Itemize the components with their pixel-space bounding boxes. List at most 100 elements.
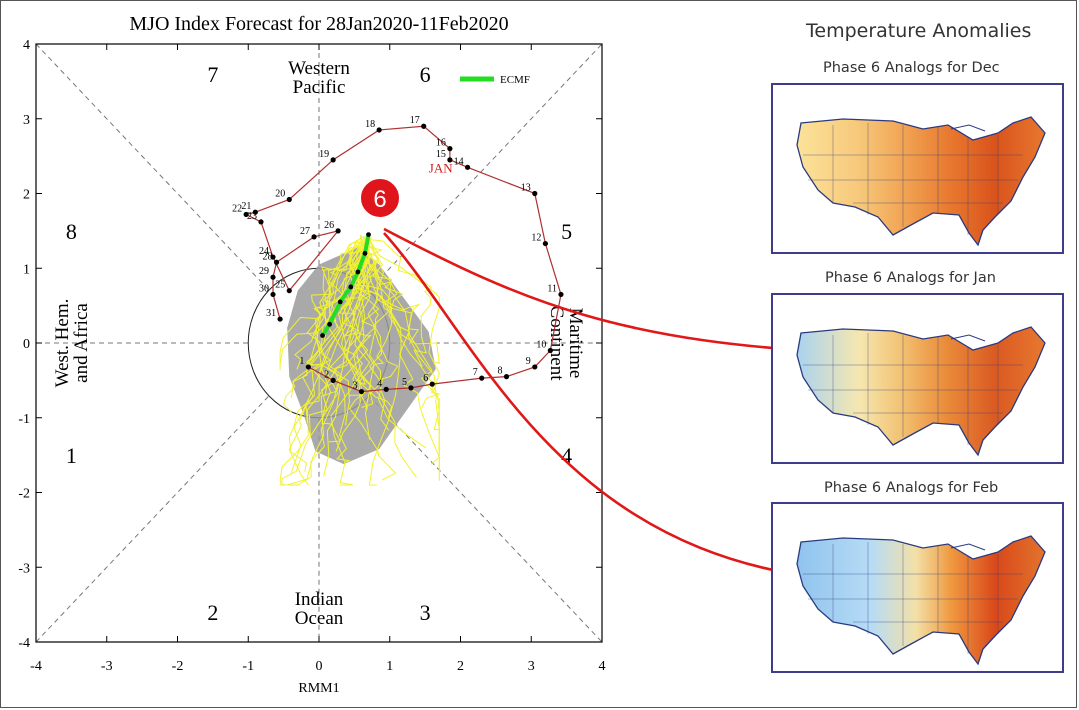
y-tick-label: 4 xyxy=(23,38,30,53)
observed-point xyxy=(547,347,553,354)
usa-temperature-map-dec xyxy=(773,85,1062,252)
ensemble-member-track xyxy=(341,239,417,478)
observed-point xyxy=(558,291,564,298)
observed-point xyxy=(243,211,249,218)
great-lakes xyxy=(950,334,986,342)
ensemble-member-track xyxy=(366,238,399,418)
phase-number: 4 xyxy=(561,443,572,468)
observed-day-label: 13 xyxy=(521,183,531,194)
observed-point xyxy=(286,288,292,294)
observed-day-label: 8 xyxy=(497,366,502,377)
ecmf-forecast-point xyxy=(366,232,371,238)
y-tick-label: -3 xyxy=(18,561,30,576)
observed-day-label: 29 xyxy=(259,266,269,277)
observed-point xyxy=(273,259,280,265)
ensemble-member-track xyxy=(279,249,366,486)
observed-point xyxy=(479,375,485,381)
observed-point xyxy=(532,190,538,197)
observed-point xyxy=(421,123,427,129)
ensemble-member-track xyxy=(306,243,366,477)
observed-day-label: 5 xyxy=(402,377,407,388)
observed-day-label: 19 xyxy=(319,149,329,160)
observed-day-label: 20 xyxy=(275,188,285,199)
observed-day-label: 23 xyxy=(247,211,257,222)
x-tick-label: -1 xyxy=(242,659,254,674)
map-caption-dec: Phase 6 Analogs for Dec xyxy=(823,60,1000,76)
region-label-line: Maritime xyxy=(565,308,586,379)
usa-outline xyxy=(796,116,1046,247)
arrows: 6 xyxy=(359,177,864,589)
ensemble-member-track xyxy=(283,246,360,414)
x-tick-label: 2 xyxy=(457,659,464,674)
region-label-line: Indian xyxy=(295,589,344,610)
y-tick-label: 1 xyxy=(23,262,30,277)
ecmf-forecast-point xyxy=(337,299,343,305)
x-tick-label: 1 xyxy=(386,659,393,674)
x-tick-label: -3 xyxy=(101,659,113,674)
ecmf-forecast-point xyxy=(327,321,333,327)
arrow-to-jan-map xyxy=(383,227,864,362)
observed-point xyxy=(252,209,258,215)
observed-point xyxy=(542,240,549,247)
phase-number: 1 xyxy=(66,443,77,468)
x-tick-label: 4 xyxy=(599,659,606,674)
observed-point xyxy=(330,157,336,163)
observed-day-label: 3 xyxy=(352,381,357,392)
observed-point xyxy=(270,274,276,280)
y-tick-label: -1 xyxy=(18,412,30,427)
forecast-spread-shade xyxy=(287,247,436,465)
observed-point xyxy=(277,316,283,322)
ensemble-member-track xyxy=(330,243,371,486)
observed-point xyxy=(408,385,414,391)
ensemble-member-track xyxy=(294,242,370,370)
great-lakes xyxy=(950,124,986,132)
phase-number: 2 xyxy=(207,600,218,625)
ecmf-forecast-point xyxy=(320,333,325,338)
phase-number: 8 xyxy=(66,219,77,244)
usa-outline xyxy=(796,326,1046,457)
month-label: JAN xyxy=(429,161,453,176)
observed-day-label: 2 xyxy=(324,369,329,380)
ensemble-member-track xyxy=(314,248,360,443)
ensemble-member-track xyxy=(351,246,420,345)
observed-day-label: 9 xyxy=(526,356,531,367)
observed-day-label: 15 xyxy=(436,149,446,160)
observed-day-label: 26 xyxy=(324,220,334,231)
observed-point xyxy=(429,381,435,387)
map-caption-jan: Phase 6 Analogs for Jan xyxy=(825,270,996,286)
usa-temperature-map-feb xyxy=(773,504,1062,671)
observed-point xyxy=(286,196,292,203)
phase-callout-badge xyxy=(359,177,401,219)
observed-point xyxy=(330,377,336,383)
y-tick-label: 0 xyxy=(23,337,30,352)
usa-temperature-map-jan xyxy=(773,295,1062,462)
usa-outline xyxy=(796,535,1046,666)
phase-number: 3 xyxy=(420,600,431,625)
region-label-line: Ocean xyxy=(295,608,344,629)
observed-day-label: 7 xyxy=(473,367,478,378)
chart-title: MJO Index Forecast for 28Jan2020-11Feb20… xyxy=(129,13,508,35)
ensemble-member-track xyxy=(341,237,371,440)
observed-day-label: 1 xyxy=(299,356,304,367)
y-tick-label: 3 xyxy=(23,113,30,128)
ensemble-member-track xyxy=(308,239,370,438)
observed-day-label: 10 xyxy=(536,339,546,350)
x-tick-label: 0 xyxy=(316,659,323,674)
x-axis-label: RMM1 xyxy=(298,681,339,696)
observed-day-label: 28 xyxy=(263,251,273,262)
ecmf-forecast-point xyxy=(362,250,368,256)
observed-point xyxy=(464,164,471,170)
great-lakes xyxy=(950,543,986,551)
map-feb xyxy=(771,502,1064,673)
divider-line xyxy=(35,395,270,643)
phase-number: 7 xyxy=(207,62,218,87)
ensemble-member-track xyxy=(288,235,379,486)
observed-day-label: 16 xyxy=(436,138,446,149)
observed-point xyxy=(447,146,453,152)
observed-point xyxy=(311,234,317,240)
observed-day-label: 30 xyxy=(259,283,269,294)
observed-day-label: 6 xyxy=(423,373,428,384)
